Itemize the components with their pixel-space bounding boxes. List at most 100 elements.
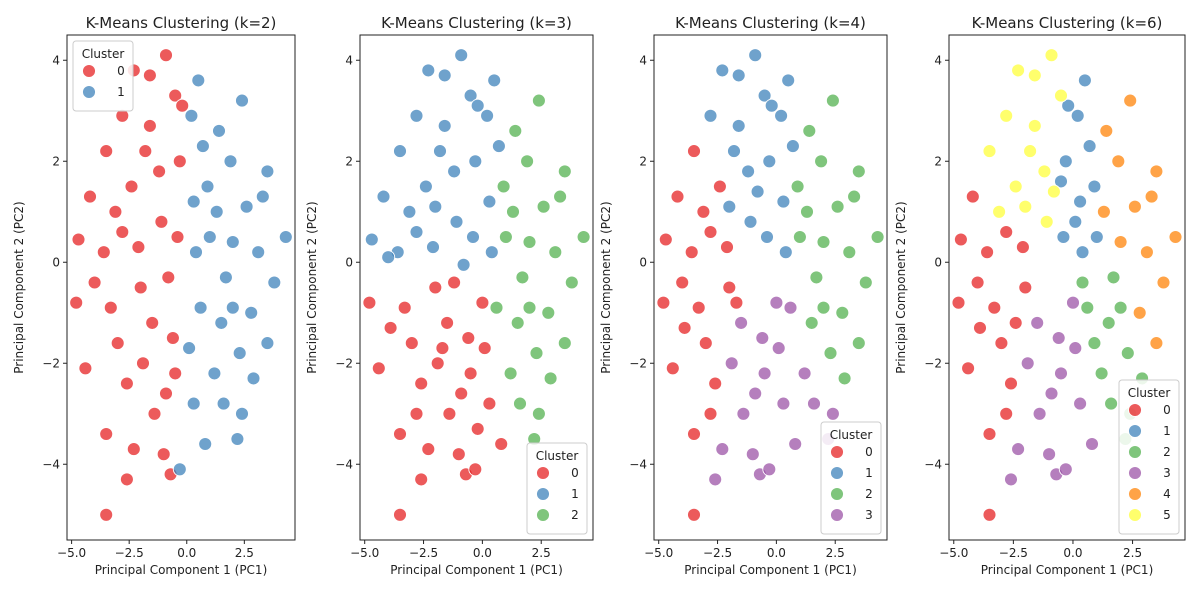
- point-cluster-0: [115, 225, 130, 239]
- point-cluster-2: [851, 336, 866, 351]
- point-cluster-2: [520, 154, 535, 169]
- point-cluster-2: [1120, 346, 1135, 361]
- legend-label: 0: [117, 64, 125, 78]
- point-cluster-3: [1011, 442, 1026, 457]
- x-axis-label: Principal Component 1 (PC1): [981, 563, 1154, 577]
- legend-title: Cluster: [536, 449, 579, 463]
- point-cluster-0: [1004, 376, 1018, 391]
- point-cluster-5: [1011, 63, 1026, 78]
- point-cluster-1: [235, 93, 249, 108]
- point-cluster-0: [475, 295, 490, 310]
- scatter-points: [362, 48, 591, 522]
- point-cluster-3: [748, 386, 763, 401]
- point-cluster-2: [522, 235, 537, 249]
- point-cluster-1: [456, 257, 471, 272]
- point-cluster-0: [703, 225, 718, 239]
- point-cluster-1: [195, 139, 210, 154]
- point-cluster-0: [987, 300, 1002, 315]
- point-cluster-2: [816, 235, 831, 249]
- panel-k4: −5.0 −2.5 0.0 2.5 −4 −2 0 2 4 K-Means Clustering …: [599, 14, 888, 577]
- point-cluster-2: [553, 189, 568, 204]
- point-cluster-1: [184, 108, 199, 123]
- point-cluster-1: [202, 230, 217, 244]
- point-cluster-1: [235, 406, 249, 421]
- point-cluster-0: [393, 427, 407, 441]
- point-cluster-1: [703, 108, 718, 123]
- point-cluster-1: [449, 214, 464, 229]
- point-cluster-1: [428, 199, 443, 214]
- point-cluster-1: [421, 63, 436, 78]
- point-cluster-3: [783, 300, 798, 315]
- point-cluster-2: [529, 346, 544, 361]
- point-cluster-2: [498, 230, 513, 244]
- point-cluster-4: [1132, 305, 1147, 320]
- axes-frame: [653, 34, 888, 541]
- point-cluster-3: [734, 315, 749, 330]
- legend-label: 2: [865, 487, 873, 501]
- point-cluster-0: [961, 361, 976, 376]
- y-tick-label: 4: [52, 53, 60, 67]
- axes-frame: [66, 34, 296, 541]
- point-cluster-0: [440, 315, 455, 330]
- point-cluster-1: [381, 250, 396, 265]
- x-tick-label: −5.0: [644, 546, 673, 560]
- x-tick-label: 0.0: [1063, 546, 1082, 560]
- point-cluster-1: [364, 232, 379, 247]
- point-cluster-4: [1111, 154, 1126, 169]
- point-cluster-3: [825, 406, 840, 421]
- y-axis-label: Principal Component 2 (PC2): [12, 201, 26, 374]
- point-cluster-0: [703, 406, 718, 421]
- point-cluster-1: [218, 270, 233, 285]
- point-cluster-1: [198, 437, 213, 451]
- point-cluster-1: [267, 275, 282, 290]
- point-cluster-1: [757, 88, 772, 103]
- x-tick-label: −5.0: [350, 546, 379, 560]
- point-cluster-0: [463, 366, 478, 381]
- point-cluster-1: [260, 336, 275, 351]
- point-cluster-5: [1027, 68, 1042, 83]
- y-tick-label: −4: [42, 457, 60, 471]
- scatter-points: [951, 48, 1183, 522]
- point-cluster-0: [494, 437, 509, 451]
- point-cluster-3: [1042, 447, 1057, 462]
- legend-marker: [1128, 424, 1142, 438]
- y-axis-label: Principal Component 2 (PC2): [305, 201, 319, 374]
- point-cluster-3: [1020, 356, 1035, 371]
- point-cluster-0: [83, 189, 97, 204]
- point-cluster-0: [665, 361, 680, 376]
- point-cluster-0: [999, 406, 1014, 421]
- point-cluster-5: [1023, 144, 1038, 159]
- point-cluster-0: [720, 240, 734, 255]
- point-cluster-1: [402, 204, 417, 219]
- point-cluster-0: [447, 275, 462, 290]
- point-cluster-0: [172, 154, 187, 169]
- point-cluster-1: [1087, 179, 1102, 194]
- point-cluster-0: [982, 427, 997, 441]
- point-cluster-3: [1066, 295, 1080, 310]
- point-cluster-0: [71, 232, 86, 247]
- point-cluster-1: [447, 164, 462, 179]
- y-axis-label: Principal Component 2 (PC2): [894, 201, 908, 374]
- legend-marker: [82, 64, 96, 78]
- point-cluster-4: [1127, 199, 1142, 214]
- legend-marker: [830, 487, 844, 501]
- point-cluster-0: [87, 275, 102, 290]
- point-cluster-2: [816, 300, 831, 315]
- point-cluster-0: [131, 240, 146, 255]
- x-tick-label: 2.5: [532, 546, 551, 560]
- point-cluster-2: [847, 189, 862, 204]
- point-cluster-2: [1113, 300, 1128, 315]
- point-cluster-3: [788, 437, 803, 451]
- point-cluster-5: [1054, 88, 1068, 103]
- point-cluster-3: [762, 462, 777, 477]
- x-tick-label: −2.5: [703, 546, 732, 560]
- point-cluster-3: [1030, 315, 1045, 330]
- point-cluster-3: [776, 396, 791, 411]
- point-cluster-0: [687, 144, 701, 159]
- legend-label: 3: [1163, 466, 1171, 480]
- y-tick-label: 2: [345, 154, 353, 168]
- point-cluster-0: [461, 331, 476, 345]
- point-cluster-1: [223, 154, 238, 169]
- point-cluster-5: [1008, 179, 1023, 194]
- point-cluster-2: [489, 300, 504, 315]
